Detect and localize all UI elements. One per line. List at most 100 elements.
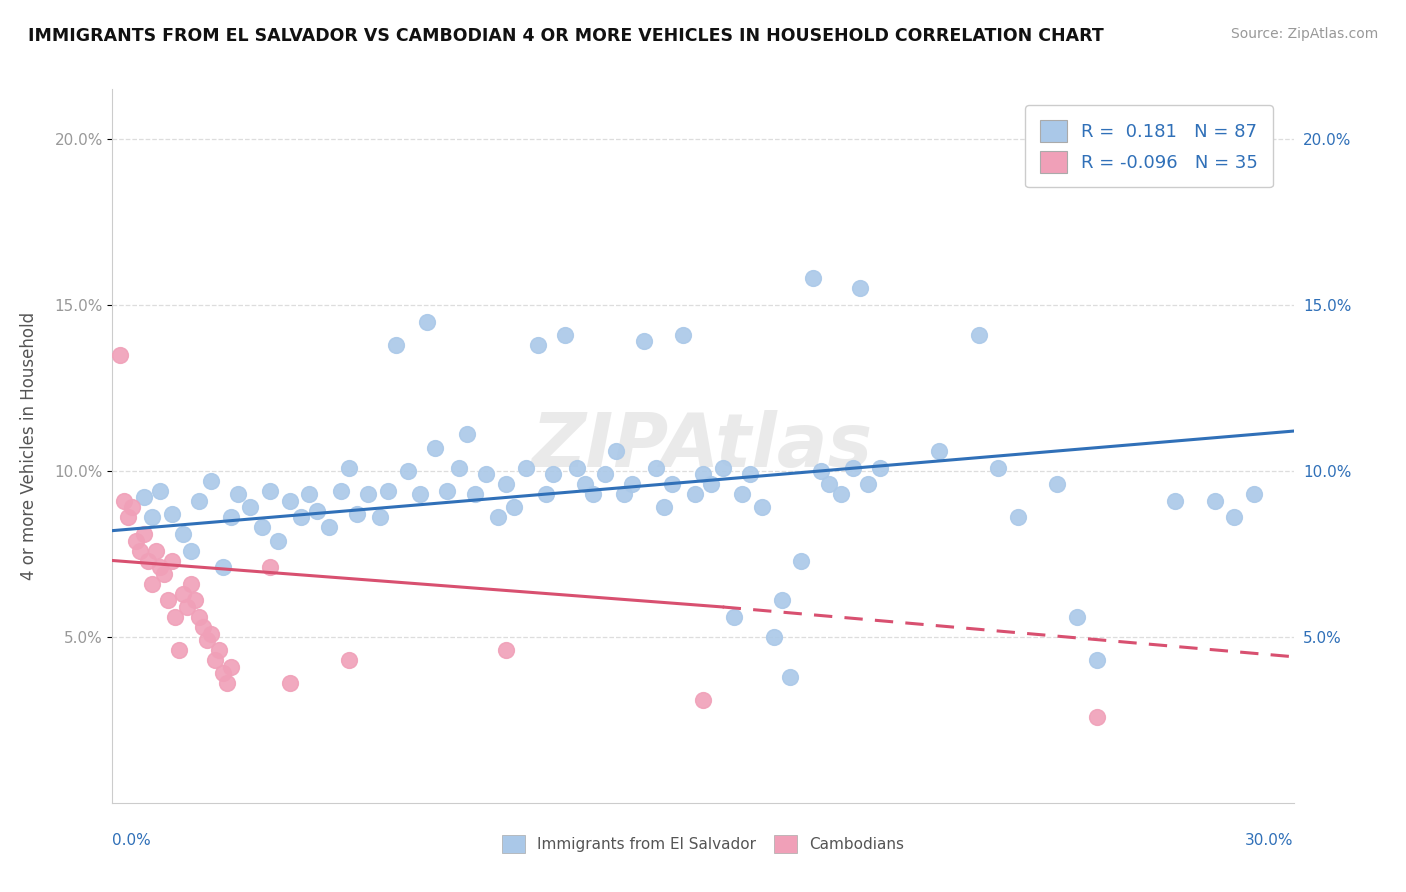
Point [329,483,352,498]
Point [267,533,290,548]
Point [132,491,155,505]
Point [526,338,548,352]
Point [1204,493,1226,508]
Point [967,327,990,342]
Point [779,670,801,684]
Point [416,314,439,328]
Point [172,527,194,541]
Point [219,510,242,524]
Point [565,460,588,475]
Point [593,467,616,482]
Point [250,520,273,534]
Point [841,460,863,475]
Point [239,500,262,515]
Y-axis label: 4 or more Vehicles in Household: 4 or more Vehicles in Household [20,312,38,580]
Point [692,693,714,707]
Point [385,338,408,352]
Point [145,543,167,558]
Point [1066,610,1088,624]
Legend: Immigrants from El Salvador, Cambodians: Immigrants from El Salvador, Cambodians [495,829,911,859]
Point [215,676,238,690]
Point [160,507,183,521]
Point [672,327,695,342]
Point [770,593,793,607]
Point [219,659,242,673]
Point [290,510,312,524]
Point [408,487,430,501]
Point [200,626,222,640]
Point [172,587,194,601]
Point [377,483,399,498]
Point [456,427,478,442]
Point [149,483,172,498]
Point [818,477,841,491]
Point [495,643,517,657]
Point [692,467,714,482]
Point [180,543,202,558]
Point [191,620,214,634]
Point [987,460,1010,475]
Point [211,666,233,681]
Point [1243,487,1265,501]
Point [156,593,179,607]
Point [188,493,211,508]
Point [858,477,880,491]
Point [121,500,143,515]
Point [661,477,683,491]
Point [751,500,773,515]
Point [1046,477,1069,491]
Point [700,477,723,491]
Point [436,483,458,498]
Point [683,487,706,501]
Point [605,444,627,458]
Point [110,348,132,362]
Point [613,487,636,501]
Point [132,527,155,541]
Point [195,633,218,648]
Text: IMMIGRANTS FROM EL SALVADOR VS CAMBODIAN 4 OR MORE VEHICLES IN HOUSEHOLD CORRELA: IMMIGRANTS FROM EL SALVADOR VS CAMBODIAN… [28,27,1104,45]
Point [740,467,762,482]
Point [731,487,754,501]
Point [849,281,872,295]
Point [278,493,301,508]
Point [486,510,509,524]
Point [117,510,139,524]
Point [211,560,233,574]
Point [762,630,785,644]
Point [188,610,211,624]
Text: 30.0%: 30.0% [1246,833,1294,848]
Point [1007,510,1029,524]
Text: 0.0%: 0.0% [112,833,152,848]
Point [259,483,281,498]
Point [554,327,576,342]
Point [307,504,329,518]
Point [810,464,832,478]
Point [711,460,734,475]
Point [790,553,813,567]
Point [928,444,950,458]
Point [801,271,824,285]
Point [1223,510,1246,524]
Point [830,487,852,501]
Point [208,643,231,657]
Point [169,643,191,657]
Point [259,560,281,574]
Point [475,467,498,482]
Point [621,477,644,491]
Point [503,500,526,515]
Point [723,610,745,624]
Point [357,487,380,501]
Point [129,543,152,558]
Point [180,576,202,591]
Point [582,487,605,501]
Point [396,464,419,478]
Point [869,460,891,475]
Point [141,510,163,524]
Point [228,487,250,501]
Point [149,560,172,574]
Point [298,487,321,501]
Point [447,460,470,475]
Point [318,520,340,534]
Point [1164,493,1187,508]
Point [152,566,174,581]
